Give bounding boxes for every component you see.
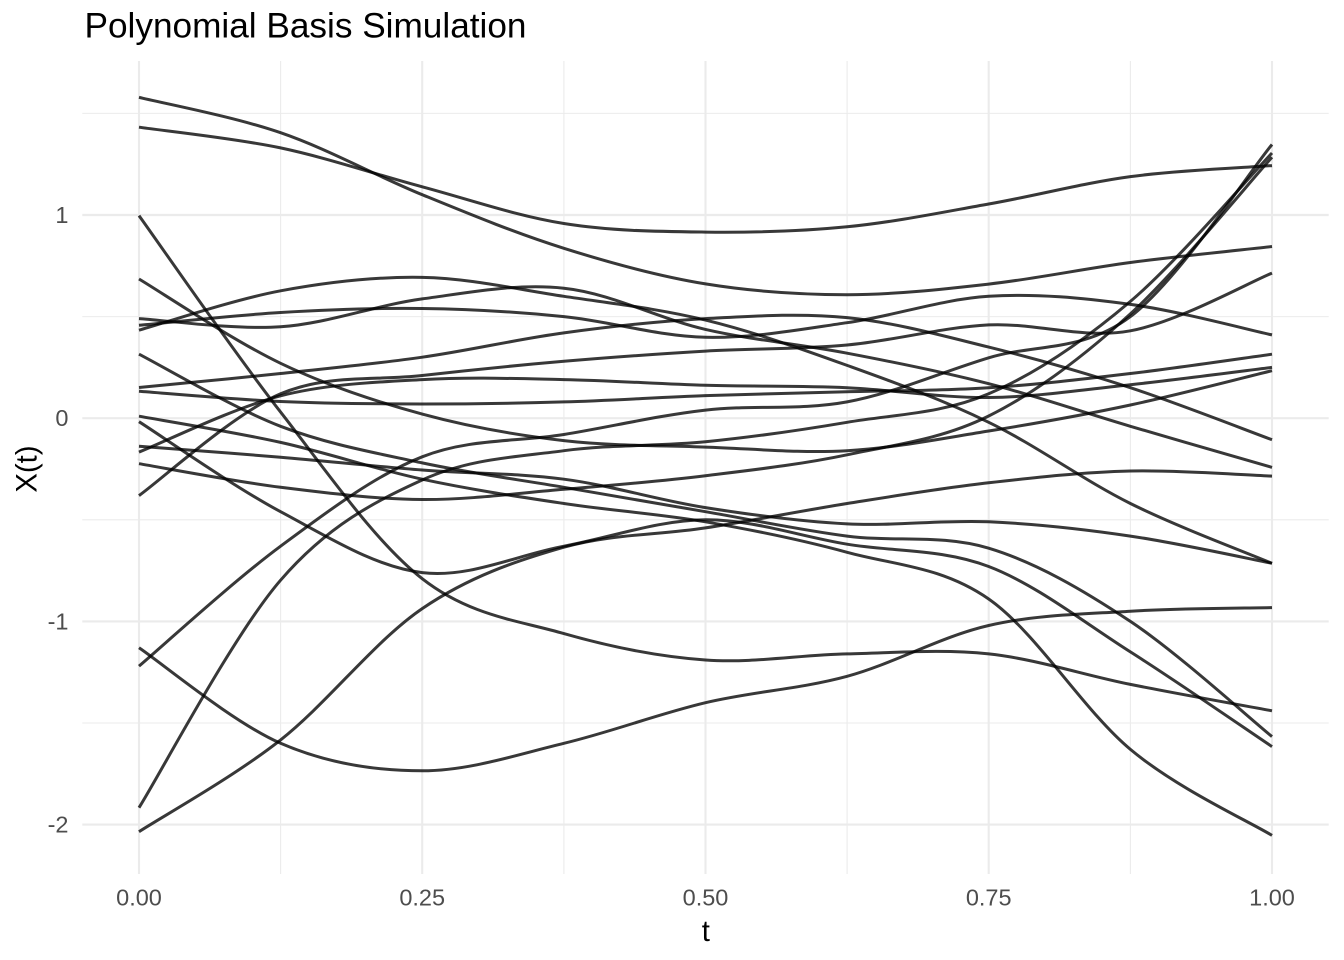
svg-text:-1: -1	[48, 608, 69, 634]
svg-text:1: 1	[55, 202, 68, 228]
svg-text:X(t): X(t)	[11, 445, 44, 492]
svg-text:-2: -2	[48, 812, 69, 838]
svg-text:0: 0	[55, 405, 68, 431]
svg-text:0.25: 0.25	[399, 885, 445, 911]
svg-text:0.50: 0.50	[683, 885, 729, 911]
svg-text:0.75: 0.75	[966, 885, 1012, 911]
svg-text:0.00: 0.00	[116, 885, 162, 911]
svg-text:1.00: 1.00	[1249, 885, 1295, 911]
svg-text:t: t	[702, 915, 710, 948]
svg-text:Polynomial Basis Simulation: Polynomial Basis Simulation	[85, 7, 527, 46]
